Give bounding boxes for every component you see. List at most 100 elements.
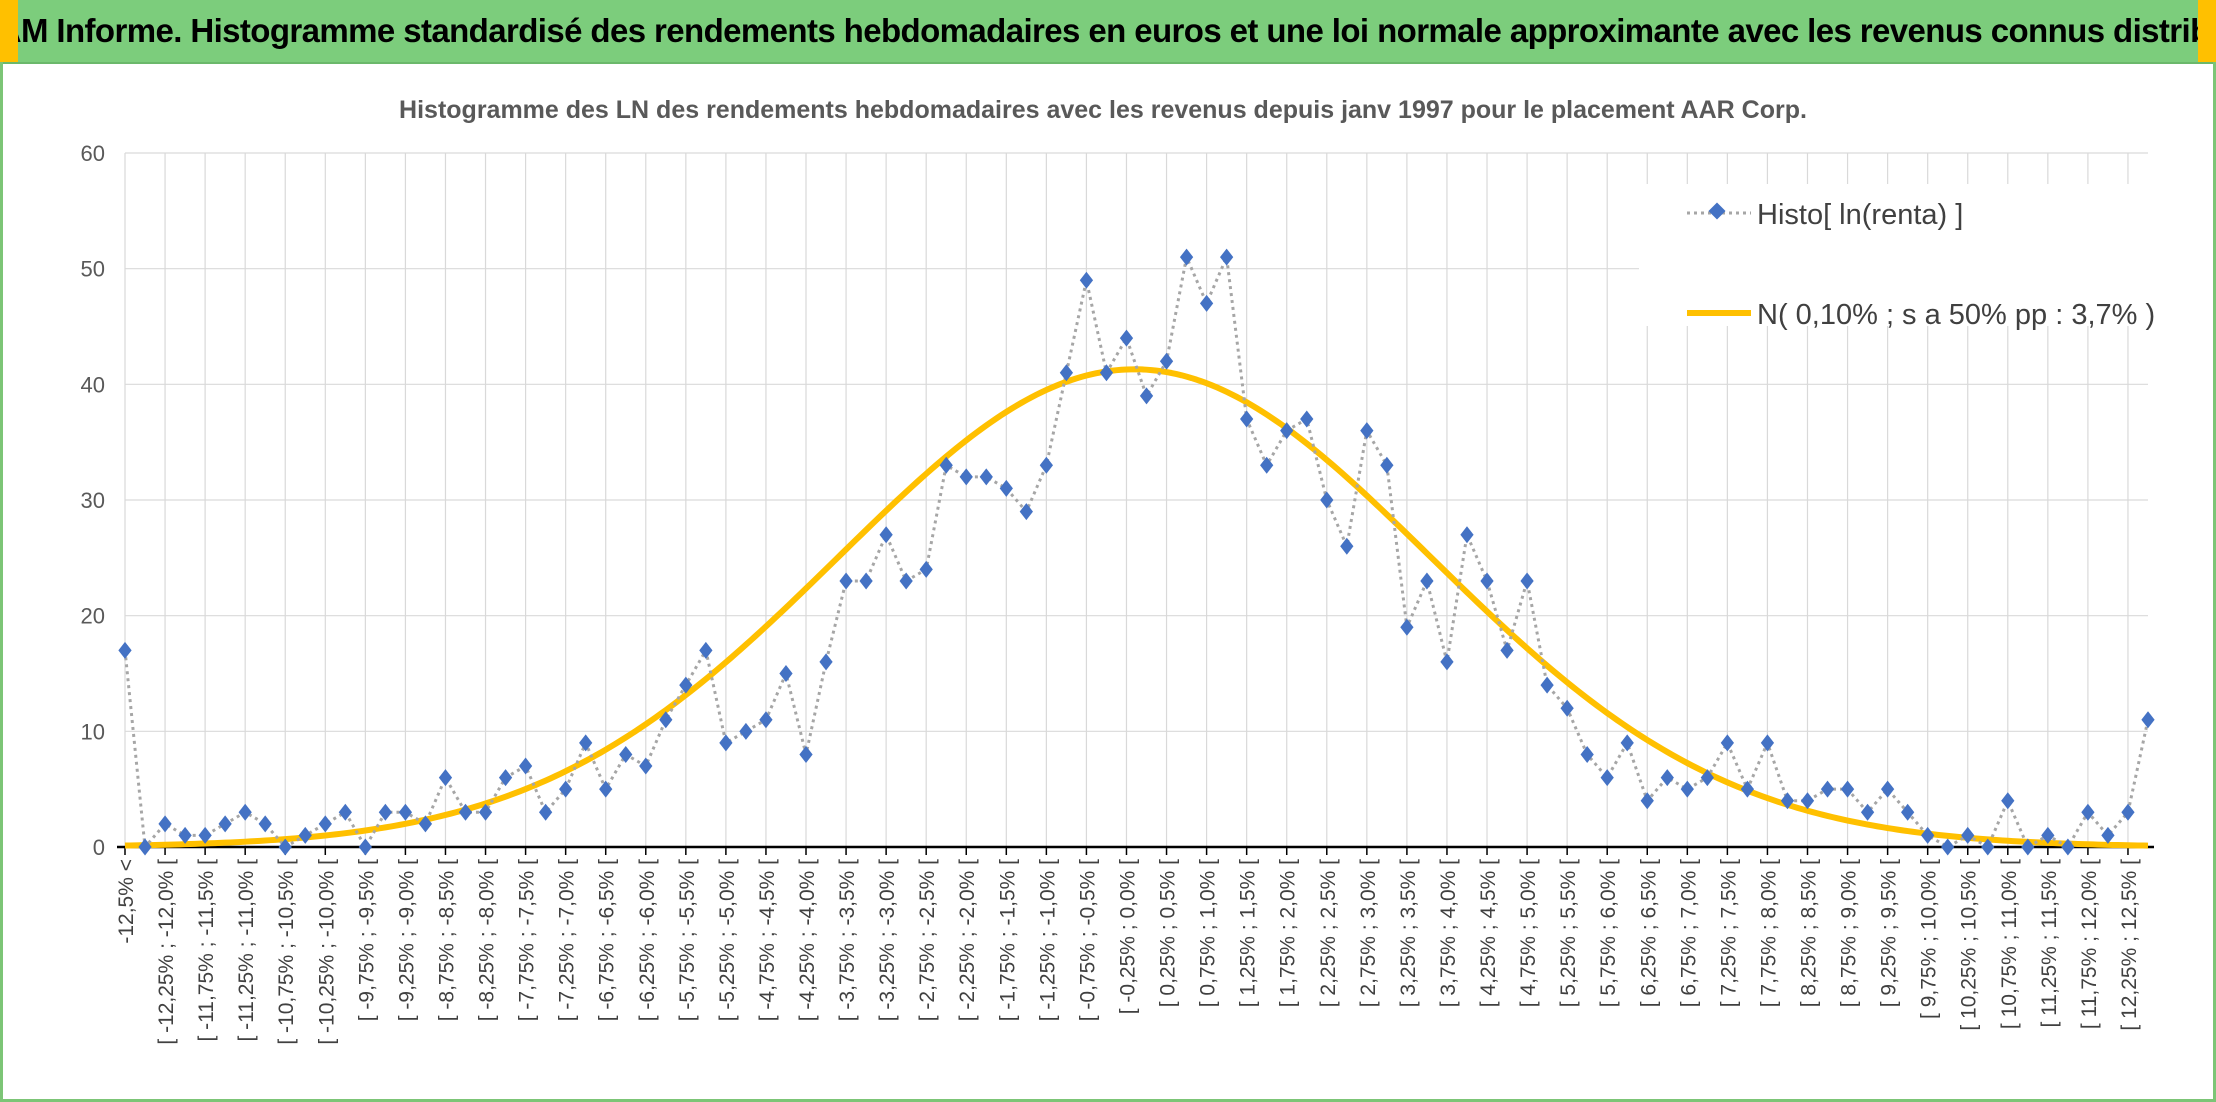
x-tick-label: [ -11,75% ; -11,5% [ xyxy=(195,859,218,1042)
normal-curve-line xyxy=(124,366,2149,849)
histogram-point xyxy=(1099,364,1114,382)
x-tick-label: [ -5,75% ; -5,5% [ xyxy=(676,859,699,1021)
histogram-point xyxy=(1119,329,1134,347)
histogram-point xyxy=(1300,410,1314,428)
histogram-point xyxy=(1921,826,1935,844)
x-tick-label: [ -2,25% ; -2,0% [ xyxy=(956,859,979,1021)
histogram-point xyxy=(1380,456,1394,474)
histogram-point xyxy=(1360,422,1374,440)
histogram-point xyxy=(1941,838,1955,856)
histogram-point xyxy=(2141,711,2155,729)
x-tick-label: [ -6,75% ; -6,5% [ xyxy=(596,859,619,1021)
histogram-point xyxy=(1320,491,1334,509)
histogram-point xyxy=(1580,745,1594,763)
x-tick-label: [ -12,25% ; -12,0% [ xyxy=(155,859,178,1045)
x-tick-label: -12,5% < xyxy=(115,859,138,944)
histogram-point xyxy=(178,826,192,844)
x-tick-label: [ -3,25% ; -3,0% [ xyxy=(876,859,899,1021)
histogram-point xyxy=(999,479,1013,497)
histogram-point xyxy=(198,826,212,844)
x-tick-label: [ 11,75% ; 12,0% [ xyxy=(2078,859,2101,1029)
histogram-point xyxy=(579,734,593,752)
x-tick-label: [ 10,25% ; 10,5% [ xyxy=(1958,859,1981,1031)
x-tick-label: [ -10,75% ; -10,5% [ xyxy=(275,859,298,1045)
histogram-point xyxy=(1840,780,1855,798)
x-tick-label: [ -1,75% ; -1,5% [ xyxy=(996,859,1019,1021)
histogram-point xyxy=(1019,503,1033,521)
histogram-point xyxy=(1540,676,1554,694)
x-tick-label: [ -3,75% ; -3,5% [ xyxy=(836,859,859,1021)
y-axis: 0 10 20 30 40 50 60 xyxy=(81,141,105,860)
histogram-point xyxy=(619,745,633,763)
y-tick-label: 0 xyxy=(93,835,105,860)
histogram-point xyxy=(238,803,252,821)
x-tick-label: [ -9,25% ; -9,0% [ xyxy=(395,859,418,1021)
x-tick-label: [ -4,25% ; -4,0% [ xyxy=(796,859,819,1021)
histogram-point xyxy=(819,653,833,671)
chart-title: Histogramme des LN des rendements hebdom… xyxy=(399,96,1807,124)
histogram-point xyxy=(1520,572,1534,590)
x-tick-label: [ 0,25% ; 0,5% [ xyxy=(1157,859,1180,1007)
x-tick-label: [ -4,75% ; -4,5% [ xyxy=(756,859,779,1021)
x-tick-label: [ 5,25% ; 5,5% [ xyxy=(1557,859,1580,1007)
x-axis: -12,5% < [ -12,25% ; -12,0% [ [ -11,75% ; … xyxy=(115,845,2154,1045)
histogram-point xyxy=(458,803,473,821)
histogram-point xyxy=(879,526,893,544)
legend-normal-label: N( 0,10% ; s a 50% pp : 3,7% ) xyxy=(1757,299,2155,331)
histogram-point xyxy=(1159,352,1174,370)
page-title: ADAM Informe. Histogramme standardisé de… xyxy=(0,12,2216,49)
histogram-point xyxy=(639,757,653,775)
histogram-point xyxy=(1660,769,1674,787)
histogram-point xyxy=(358,838,372,856)
histogram-point xyxy=(478,803,493,821)
histogram-point xyxy=(919,560,933,578)
histogram-point xyxy=(839,572,853,590)
x-tick-label: [ 12,25% ; 12,5% [ xyxy=(2118,859,2141,1031)
histogram-point xyxy=(438,769,453,787)
x-tick-label: [ 4,75% ; 5,0% [ xyxy=(1517,859,1540,1007)
histogram-point xyxy=(278,838,292,856)
x-tick-label: [ -6,25% ; -6,0% [ xyxy=(636,859,659,1021)
x-tick-label: [ -0,25% ; 0,0% [ xyxy=(1116,859,1139,1014)
histogram-point xyxy=(318,815,332,833)
histogram-point xyxy=(1460,526,1474,544)
x-tick-label: [ 7,75% ; 8,0% [ xyxy=(1757,859,1780,1007)
x-tick-label: [ 4,25% ; 4,5% [ xyxy=(1477,859,1500,1007)
x-tick-label: [ 6,25% ; 6,5% [ xyxy=(1637,859,1660,1007)
histogram-point xyxy=(1400,618,1414,636)
banner-corner-left xyxy=(0,0,18,62)
histogram-point xyxy=(1961,826,1975,844)
x-tick-label: [ -1,25% ; -1,0% [ xyxy=(1036,859,1059,1021)
histogram-point xyxy=(1280,422,1294,440)
histogram-point xyxy=(1240,410,1254,428)
histogram-point xyxy=(378,803,393,821)
x-tick-label: [ 3,25% ; 3,5% [ xyxy=(1397,859,1420,1007)
y-tick-label: 20 xyxy=(81,604,105,629)
histogram-point xyxy=(2061,838,2075,856)
histogram-point xyxy=(699,641,713,659)
chart: Histogramme des LN des rendements hebdom… xyxy=(81,96,2159,1045)
histogram-point xyxy=(739,722,753,740)
x-tick-label: [ 1,25% ; 1,5% [ xyxy=(1237,859,1260,1007)
histogram-point xyxy=(1901,803,1915,821)
histogram-point xyxy=(158,815,172,833)
histogram-point xyxy=(1780,792,1795,810)
histogram-point xyxy=(939,456,953,474)
histogram-point xyxy=(779,665,793,682)
histogram-point xyxy=(2021,838,2035,856)
histogram-point xyxy=(599,780,613,798)
histogram-point xyxy=(1620,734,1634,752)
x-tick-label: [ -10,25% ; -10,0% [ xyxy=(315,859,338,1045)
legend-histo-label: Histo[ ln(renta) ] xyxy=(1757,199,1963,231)
x-tick-label: [ 3,75% ; 4,0% [ xyxy=(1437,859,1460,1007)
histogram-point xyxy=(559,780,573,798)
histogram-line xyxy=(123,251,2150,851)
x-tick-label: [ 9,25% ; 9,5% [ xyxy=(1878,859,1901,1007)
histogram-point xyxy=(1179,248,1194,266)
histogram-point xyxy=(979,468,993,486)
histogram-point xyxy=(1059,364,1074,382)
histogram-point xyxy=(1199,294,1214,312)
histogram-point xyxy=(1600,769,1614,787)
histogram-point xyxy=(1039,456,1053,474)
x-tick-label: [ -11,25% ; -11,0% [ xyxy=(235,859,258,1042)
